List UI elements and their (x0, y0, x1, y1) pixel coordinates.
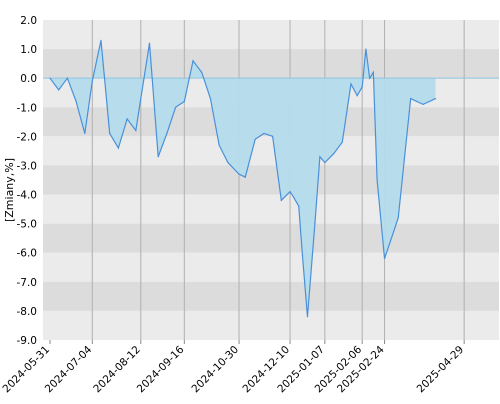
y-tick-label: -9.0 (17, 335, 38, 347)
x-tick-label: 2025-04-29 (415, 344, 467, 396)
data-point (361, 86, 363, 88)
data-point (301, 255, 304, 257)
y-tick-label: -8.0 (17, 306, 38, 318)
y-tick-label: -4.0 (17, 190, 38, 202)
data-point (49, 77, 51, 79)
data-point (341, 141, 343, 143)
data-point (75, 100, 77, 103)
data-point (314, 223, 316, 225)
grid-band (43, 165, 499, 195)
data-point (324, 161, 326, 164)
data-point (183, 100, 185, 103)
data-point (91, 80, 93, 82)
data-point (209, 97, 212, 100)
data-point (218, 144, 220, 146)
data-point (293, 196, 295, 199)
series-line (49, 40, 436, 317)
data-point (140, 97, 142, 100)
data-point (306, 316, 309, 318)
grid-band (43, 136, 499, 166)
area-series (43, 39, 499, 318)
data-point (244, 176, 246, 178)
data-point (84, 132, 86, 135)
y-tick-label: -1.0 (17, 102, 38, 114)
area-fill (50, 40, 436, 317)
data-point (109, 132, 111, 135)
data-point (117, 147, 120, 149)
data-point (410, 97, 412, 100)
data-point (201, 71, 203, 73)
grid-band (43, 252, 499, 282)
x-tick-label: 2024-10-30 (190, 344, 242, 396)
x-axis-ticks: 2024-05-312024-07-042024-08-122024-09-16… (0, 340, 466, 395)
data-point (148, 42, 151, 44)
data-point (319, 156, 321, 158)
grid-band (43, 49, 499, 79)
y-tick-label: 1.0 (20, 44, 37, 56)
data-point (238, 173, 240, 175)
data-point (192, 60, 194, 62)
data-point (126, 118, 128, 120)
data-point (166, 132, 168, 135)
x-tick-label: 2024-09-16 (135, 343, 187, 395)
data-point (298, 205, 300, 207)
data-point (289, 191, 291, 193)
grid-band (43, 281, 499, 311)
grid-band (43, 223, 499, 253)
data-point (434, 97, 437, 100)
data-point (350, 83, 352, 85)
y-axis-ticks: 2.0 1.0 0.0 -1.0 -2.0 -3.0 -4.0 -5.0 -6.0 -7.0 -8.… (17, 15, 38, 347)
grid-bands (43, 20, 499, 340)
data-point (422, 103, 424, 105)
y-tick-label: 2.0 (20, 15, 37, 27)
data-point (332, 153, 335, 155)
y-tick-label: -2.0 (17, 131, 38, 143)
y-tick-label: -3.0 (17, 160, 38, 172)
data-point (369, 77, 371, 79)
grid-band (43, 20, 499, 50)
y-tick-label: -6.0 (17, 248, 38, 260)
data-point (356, 95, 358, 97)
y-tick-label: -7.0 (17, 277, 38, 289)
data-point (280, 199, 282, 201)
data-point (272, 135, 274, 137)
grid-band (43, 310, 499, 340)
data-point (263, 132, 265, 135)
data-point (397, 217, 399, 219)
data-point (157, 156, 159, 158)
data-point (175, 106, 177, 108)
y-axis-label: [Zmiany,%] (3, 158, 16, 222)
grid-band (43, 194, 499, 224)
data-point (135, 129, 137, 132)
data-point (227, 161, 229, 164)
data-point (100, 39, 102, 41)
data-point (376, 179, 378, 181)
data-point (383, 257, 386, 260)
data-point (365, 48, 367, 50)
data-point (66, 77, 69, 79)
data-point (254, 138, 256, 140)
data-point (372, 71, 374, 73)
y-tick-label: -5.0 (17, 219, 38, 231)
data-point (58, 89, 60, 91)
y-tick-label: 0.0 (20, 73, 37, 85)
